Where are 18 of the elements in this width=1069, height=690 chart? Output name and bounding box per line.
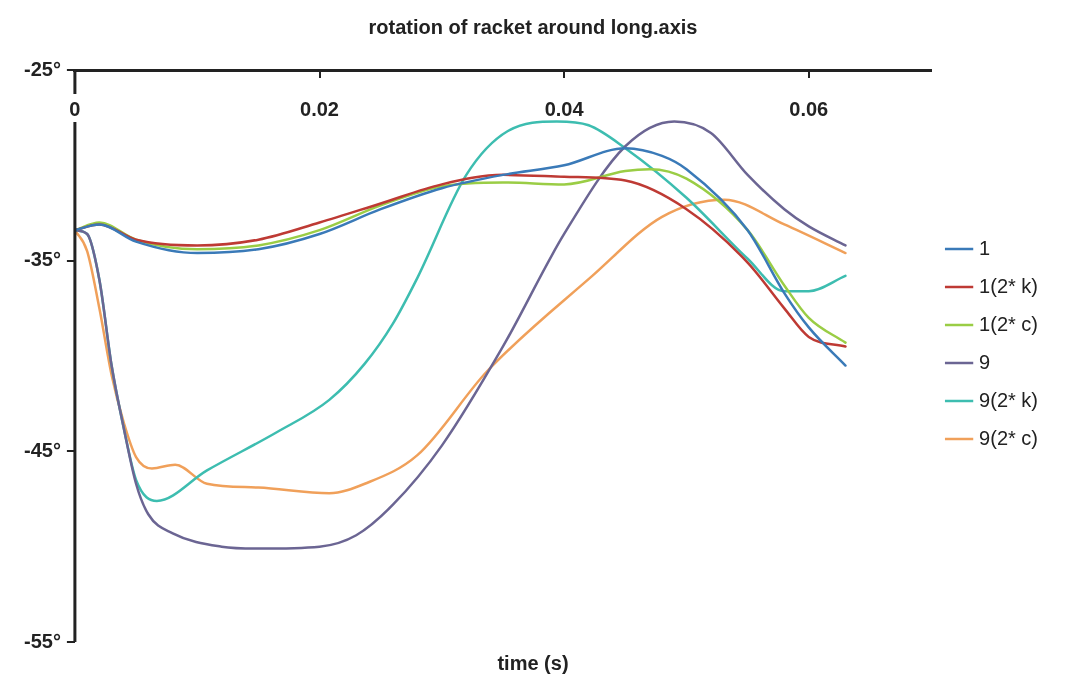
legend-label: 9(2* c) xyxy=(979,426,1038,449)
x-axis-title: time (s) xyxy=(497,651,569,674)
y-tick-label: -25° xyxy=(24,57,61,80)
chart-title: rotation of racket around long.axis xyxy=(368,15,698,38)
legend-label: 1(2* c) xyxy=(979,312,1038,335)
y-tick-label: -55° xyxy=(24,629,61,652)
x-tick-label: 0.04 xyxy=(544,97,585,120)
x-tick-label: 0.02 xyxy=(300,97,339,120)
legend-label: 9 xyxy=(979,350,991,373)
line-series xyxy=(74,146,847,367)
y-tick-label: -45° xyxy=(24,438,61,461)
legend-label: 1(2* k) xyxy=(979,274,1038,297)
y-tick-label: -35° xyxy=(24,248,61,271)
line-series xyxy=(74,198,847,495)
x-tick-label: 0.06 xyxy=(789,97,829,120)
legend-label: 1 xyxy=(979,236,991,259)
legend-label: 9(2* k) xyxy=(979,388,1038,411)
x-tick-label: 0 xyxy=(69,97,81,120)
